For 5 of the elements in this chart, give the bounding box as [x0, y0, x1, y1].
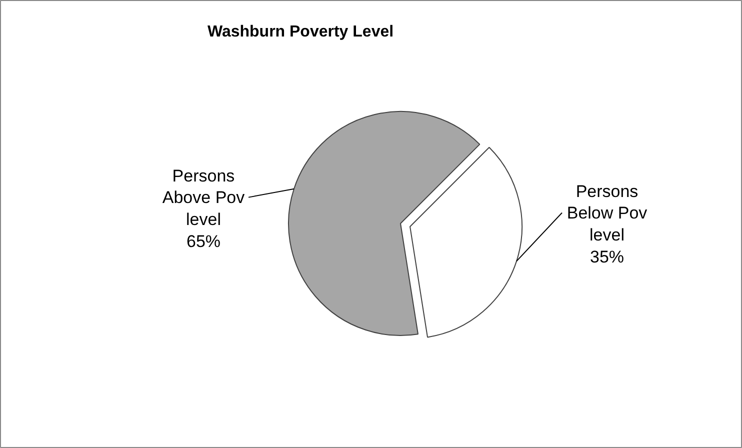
slice-label: Persons Below Pov level [566, 182, 648, 244]
data-label: 35% [590, 247, 624, 266]
chart-title: Washburn Poverty Level [207, 24, 394, 40]
data-label: 65% [186, 232, 221, 251]
slice-label: Persons Above Pov level [162, 166, 246, 230]
